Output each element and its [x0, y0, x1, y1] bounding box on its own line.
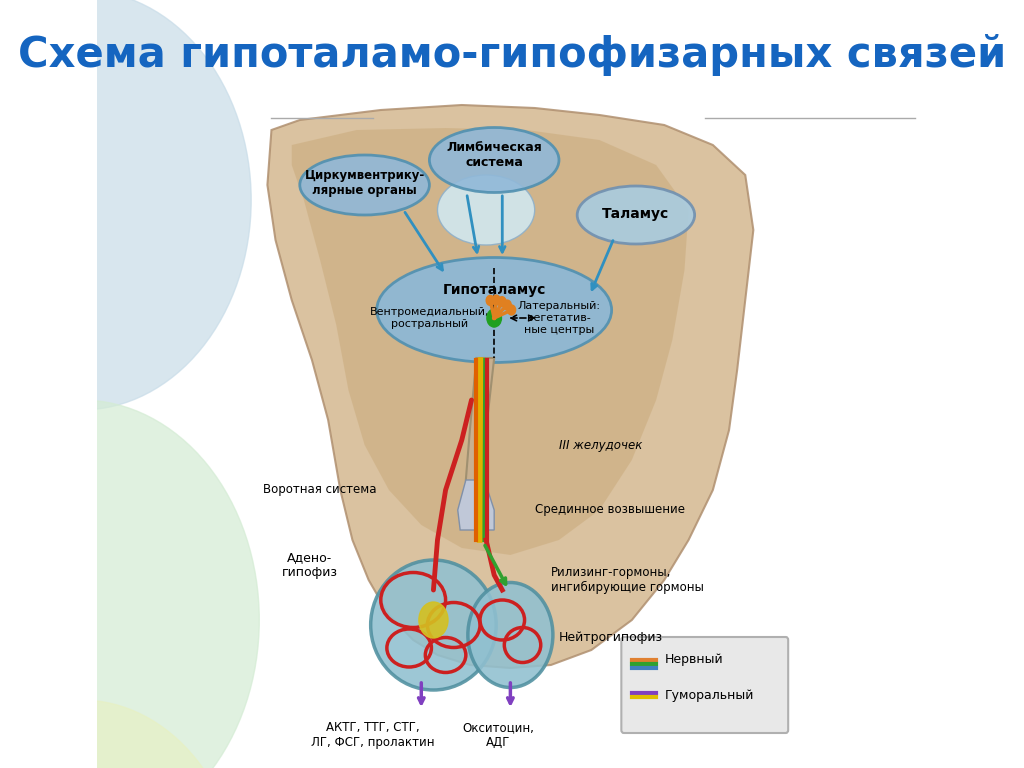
Ellipse shape [371, 560, 497, 690]
Ellipse shape [377, 257, 611, 362]
Text: Рилизинг-гормоны,
ингибирующие гормоны: Рилизинг-гормоны, ингибирующие гормоны [551, 566, 703, 594]
Circle shape [0, 400, 259, 768]
Text: Нервный: Нервный [665, 654, 723, 667]
Text: Воротная система: Воротная система [263, 484, 377, 496]
Circle shape [486, 309, 502, 327]
Polygon shape [458, 480, 495, 530]
Text: Лимбическая
система: Лимбическая система [446, 141, 542, 169]
Ellipse shape [429, 127, 559, 193]
Circle shape [508, 305, 516, 315]
Text: АКТГ, ТТГ, СТГ,
ЛГ, ФСГ, пролактин: АКТГ, ТТГ, СТГ, ЛГ, ФСГ, пролактин [311, 721, 434, 749]
FancyBboxPatch shape [622, 637, 788, 733]
Text: Гипоталамус: Гипоталамус [442, 283, 546, 297]
Ellipse shape [468, 582, 553, 687]
Circle shape [503, 300, 511, 310]
Circle shape [493, 295, 500, 305]
Text: Таламус: Таламус [602, 207, 670, 221]
Text: Циркумвентрику-
лярные органы: Циркумвентрику- лярные органы [304, 169, 425, 197]
Circle shape [498, 296, 506, 306]
Text: Вентромедиальный,
ростральный: Вентромедиальный, ростральный [370, 307, 489, 329]
Text: Латеральный:
вегетатив-
ные центры: Латеральный: вегетатив- ные центры [517, 301, 600, 335]
Text: Адено-
гипофиз: Адено- гипофиз [282, 551, 338, 579]
Circle shape [0, 0, 251, 410]
Circle shape [419, 602, 449, 638]
Text: Нейтрогипофиз: Нейтрогипофиз [559, 631, 664, 644]
Text: Схема гипоталамо-гипофизарных связей: Схема гипоталамо-гипофизарных связей [17, 34, 1007, 76]
Circle shape [486, 296, 495, 306]
Ellipse shape [578, 186, 694, 244]
Ellipse shape [437, 175, 535, 245]
Polygon shape [267, 105, 754, 668]
Text: Окситоцин,
АДГ: Окситоцин, АДГ [462, 721, 535, 749]
Circle shape [0, 700, 243, 768]
Ellipse shape [300, 155, 429, 215]
Polygon shape [466, 358, 495, 510]
Polygon shape [292, 128, 688, 555]
Text: Срединное возвышение: Срединное возвышение [535, 504, 685, 517]
Text: Гуморальный: Гуморальный [665, 688, 754, 701]
Text: III желудочек: III желудочек [559, 439, 642, 452]
